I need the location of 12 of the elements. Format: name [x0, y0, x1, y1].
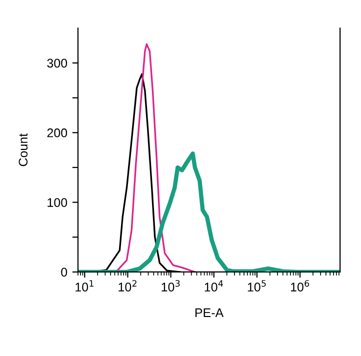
x-tick-label: 10$^{1}$	[76, 280, 94, 292]
y-tick-label: 100	[48, 198, 68, 207]
x-axis-title: PE-A	[195, 308, 224, 317]
x-tick-label: 10$^{6}$	[290, 280, 310, 292]
y-axis-title: Count	[18, 133, 28, 166]
x-tick-label: 10$^{4}$	[204, 280, 223, 292]
x-tick-label: 10$^{2}$	[118, 280, 136, 292]
x-tick-label: 10$^{3}$	[162, 280, 180, 292]
x-tick-label: 10$^{5}$	[248, 280, 266, 292]
y-tick-label: 0	[61, 268, 68, 277]
y-tick-label: 300	[47, 58, 68, 68]
y-tick-label: 200	[47, 128, 68, 138]
